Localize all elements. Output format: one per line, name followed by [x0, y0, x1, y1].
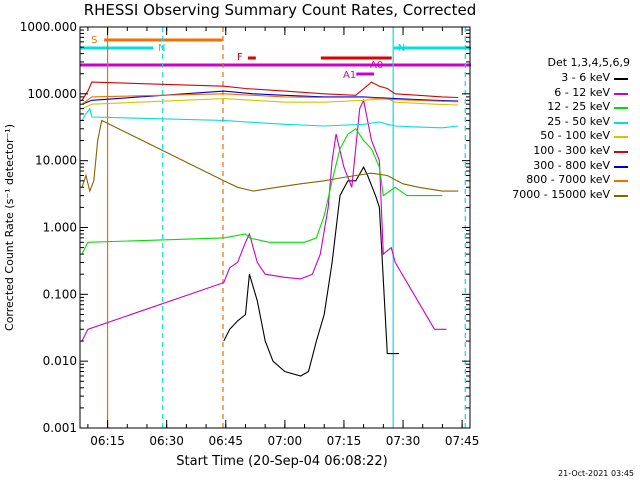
flag-label: N: [398, 43, 405, 54]
legend-item: 6 - 12 keV: [480, 86, 630, 101]
legend-swatch: [614, 194, 628, 197]
chart-title: RHESSI Observing Summary Count Rates, Co…: [83, 1, 477, 19]
y-tick-label: 0.001: [43, 421, 77, 435]
y-tick-label: 0.100: [43, 287, 77, 301]
y-axis-label: Corrected Count Rate (s⁻¹ detector⁻¹): [3, 124, 16, 331]
legend-item-label: 12 - 25 keV: [547, 100, 610, 114]
flag-label: F: [237, 52, 243, 63]
legend-header: Det 1,3,4,5,6,9: [547, 56, 630, 69]
legend-item-label: 100 - 300 keV: [533, 143, 610, 157]
timestamp-footer: 21-Oct-2021 03:45: [558, 469, 634, 478]
legend-item-label: 25 - 50 keV: [547, 114, 610, 128]
series-line: [81, 128, 443, 255]
x-tick-label: 07:00: [268, 434, 303, 448]
legend-item: 7000 - 15000 keV: [480, 188, 630, 203]
legend-item: 3 - 6 keV: [480, 71, 630, 86]
legend-item: 25 - 50 keV: [480, 115, 630, 130]
x-tick-label: 07:15: [327, 434, 362, 448]
legend-swatch: [614, 180, 628, 183]
flag-label: N: [158, 43, 165, 54]
legend-item-label: 6 - 12 keV: [554, 85, 610, 99]
legend-item: 300 - 800 keV: [480, 159, 630, 174]
legend-swatch: [614, 78, 628, 80]
x-tick-label: 06:45: [208, 434, 243, 448]
legend-item-label: 50 - 100 keV: [540, 129, 610, 143]
series-line: [81, 93, 459, 105]
series-line: [81, 98, 447, 342]
legend-swatch: [614, 136, 628, 139]
y-tick-label: 1000.000: [20, 20, 77, 34]
legend-item-label: 3 - 6 keV: [561, 71, 610, 84]
y-tick-label: 100.000: [27, 87, 77, 101]
x-tick-label: 06:30: [149, 434, 184, 448]
flag-label: A1: [343, 70, 356, 81]
flag-label: S: [91, 35, 97, 46]
plot-frame: [79, 26, 471, 429]
legend-item-label: 7000 - 15000 keV: [512, 187, 610, 201]
legend: Det 1,3,4,5,6,9 3 - 6 keV 6 - 12 keV 12 - …: [480, 56, 630, 202]
legend-item: 800 - 7000 keV: [480, 173, 630, 188]
legend-item-label: 300 - 800 keV: [533, 158, 610, 172]
legend-swatch: [614, 150, 628, 153]
x-tick-label: 07:30: [386, 434, 421, 448]
legend-swatch: [614, 165, 628, 168]
x-axis-label: Start Time (20-Sep-04 06:08:22): [176, 454, 388, 469]
legend-swatch: [614, 121, 628, 124]
x-tick-label: 06:15: [90, 434, 125, 448]
legend-item: 100 - 300 keV: [480, 144, 630, 159]
legend-swatch: [614, 107, 628, 110]
y-tick-label: 10.000: [35, 154, 77, 168]
flag-label: A0: [370, 60, 383, 71]
y-tick-label: 0.010: [43, 354, 77, 368]
legend-item-label: 800 - 7000 keV: [526, 173, 610, 187]
series-line: [81, 81, 459, 101]
series-line: [81, 119, 459, 193]
series-line: [223, 165, 400, 377]
y-tick-label: 1.000: [43, 221, 77, 235]
legend-item: 12 - 25 keV: [480, 100, 630, 115]
x-tick-label: 07:45: [445, 434, 480, 448]
legend-swatch: [614, 92, 628, 95]
series-line: [81, 98, 459, 110]
legend-item: 50 - 100 keV: [480, 129, 630, 144]
series-line: [81, 107, 459, 129]
